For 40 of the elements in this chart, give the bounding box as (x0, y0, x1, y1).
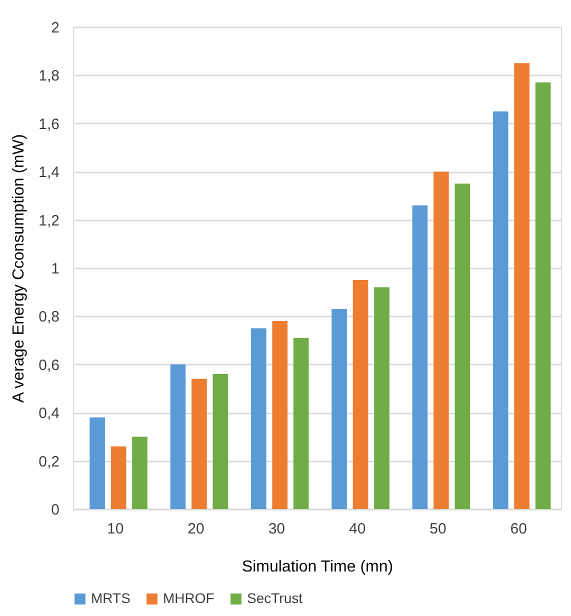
x-tick-label: 20 (188, 520, 204, 538)
y-tick-label: 1,6 (38, 116, 60, 133)
legend-label: SecTrust (247, 590, 303, 606)
x-axis-title: Simulation Time (mn) (242, 558, 394, 576)
bar (454, 184, 470, 509)
bar (293, 338, 309, 509)
bar (110, 446, 126, 509)
bar (90, 417, 105, 509)
x-tick-label: 30 (268, 520, 286, 538)
bar (170, 364, 186, 509)
bar (212, 374, 228, 509)
y-tick-label: 0,8 (38, 308, 60, 326)
y-tick-label: 1,4 (38, 164, 60, 182)
bar (514, 63, 530, 509)
x-tick-label: 50 (430, 520, 446, 538)
x-tick-label: 60 (510, 520, 527, 538)
y-tick-label: 1 (51, 260, 60, 278)
bar (250, 328, 266, 509)
y-tick-label: 0,6 (38, 356, 60, 374)
y-tick-label: 0,4 (38, 405, 60, 422)
y-tick-label: 1,2 (38, 212, 60, 230)
y-axis-title: A verage Energy Cconsumption (mW) (10, 134, 28, 403)
bar (332, 308, 347, 509)
bar (535, 82, 551, 509)
bar (132, 436, 148, 509)
x-tick-label: 40 (348, 520, 366, 538)
bar (374, 287, 390, 509)
bar (492, 111, 508, 509)
bar (412, 205, 428, 509)
legend-label: MRTS (91, 590, 130, 606)
legend-label: MHROF (163, 590, 214, 606)
y-tick-label: 1,8 (38, 68, 60, 85)
x-tick-label: 10 (107, 520, 124, 538)
bar (272, 321, 288, 509)
bar (352, 280, 368, 509)
bar (192, 378, 207, 509)
y-tick-label: 0 (51, 502, 60, 518)
y-tick-label: 2 (51, 20, 60, 36)
bar (434, 172, 449, 509)
y-tick-label: 0,2 (38, 453, 60, 470)
